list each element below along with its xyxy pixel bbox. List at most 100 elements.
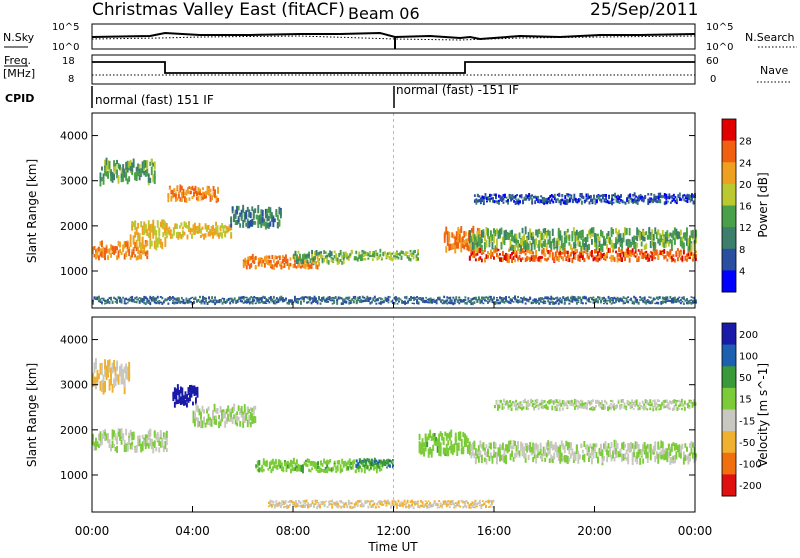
velocity-cell <box>327 506 329 508</box>
velocity-cell <box>304 502 306 504</box>
velocity-cell <box>359 466 361 469</box>
velocity-cell <box>525 453 527 458</box>
power-cell <box>519 256 521 258</box>
power-band <box>100 158 156 187</box>
cpid-segment-1: normal (fast) 151 IF <box>95 93 214 107</box>
power-cell <box>487 255 489 258</box>
velocity-cell <box>566 404 568 408</box>
power-cell <box>501 243 503 249</box>
power-cell <box>553 258 555 263</box>
velocity-cell <box>292 464 294 467</box>
power-cell <box>645 243 647 249</box>
power-cell <box>417 249 419 253</box>
power-cell <box>496 239 498 247</box>
velocity-cell <box>376 470 378 473</box>
power-cell <box>173 188 175 192</box>
power-cell <box>151 241 153 247</box>
power-cell <box>369 298 371 299</box>
velocity-cell <box>127 445 129 452</box>
velocity-cell <box>131 445 133 450</box>
velocity-cell <box>627 457 629 464</box>
velocity-cell <box>580 444 582 449</box>
power-cell <box>202 227 204 230</box>
power-cell <box>250 263 252 268</box>
power-cell <box>182 227 184 230</box>
power-cell <box>252 302 254 304</box>
power-cell <box>262 210 264 216</box>
power-cell <box>671 240 673 246</box>
velocity-cell <box>166 438 168 445</box>
power-cell <box>241 214 243 220</box>
velocity-cell <box>367 506 369 509</box>
velocity-cell <box>375 507 377 509</box>
power-cell <box>682 196 684 198</box>
velocity-cell <box>681 408 683 410</box>
power-cell <box>369 252 371 254</box>
power-cell <box>146 160 148 169</box>
power-cell <box>390 255 392 258</box>
power-cell <box>232 301 234 303</box>
velocity-cell <box>642 401 644 404</box>
power-cell <box>422 297 424 299</box>
power-cell <box>692 234 694 238</box>
velocity-cell <box>681 444 683 450</box>
power-cell <box>452 297 454 299</box>
power-cell <box>454 303 456 305</box>
velocity-cell <box>282 466 284 471</box>
power-cell <box>544 303 546 305</box>
power-cell <box>367 258 369 260</box>
power-cell <box>507 202 509 205</box>
velocity-cell <box>551 406 553 408</box>
power-cell <box>522 228 524 234</box>
power-band <box>92 295 697 305</box>
power-cell <box>139 233 141 238</box>
velocity-cell <box>158 448 160 453</box>
power-cell <box>654 257 656 259</box>
power-cell <box>155 299 157 302</box>
power-cell <box>490 296 492 298</box>
power-colorbar-tick: 28 <box>739 137 752 148</box>
velocity-cell <box>586 407 588 410</box>
velocity-cell <box>116 364 118 371</box>
power-cell <box>532 251 534 254</box>
power-cell <box>158 228 160 233</box>
velocity-cell <box>604 406 606 410</box>
power-cell <box>672 254 674 257</box>
velocity-cell <box>495 442 497 447</box>
velocity-cell <box>473 441 475 448</box>
power-cell <box>495 194 497 197</box>
velocity-cell <box>582 450 584 454</box>
velocity-cell <box>95 358 97 369</box>
power-cell <box>345 301 347 304</box>
power-cell <box>680 299 682 301</box>
velocity-cell <box>360 500 362 503</box>
power-cell <box>161 298 163 300</box>
power-cell <box>637 201 639 205</box>
power-cell <box>629 258 631 263</box>
power-cell <box>585 297 587 299</box>
velocity-cell <box>563 400 565 402</box>
power-band <box>92 240 148 261</box>
velocity-cell <box>458 447 460 451</box>
power-cell <box>170 229 172 232</box>
power-cell <box>514 295 516 298</box>
velocity-cell <box>353 459 355 462</box>
velocity-cell <box>544 458 546 462</box>
power-cell <box>535 238 537 245</box>
power-cell <box>273 296 275 299</box>
velocity-cell <box>372 500 374 502</box>
power-cell <box>629 193 631 197</box>
power-cell <box>205 298 207 300</box>
power-cell <box>446 299 448 301</box>
freq-left-tick-bottom: 8 <box>68 74 74 85</box>
power-cell <box>464 299 466 301</box>
velocity-cell <box>113 444 115 448</box>
power-cell <box>458 297 460 298</box>
power-cell <box>550 243 552 248</box>
power-cell <box>613 202 615 204</box>
power-cell <box>298 261 300 264</box>
velocity-cell <box>461 439 463 447</box>
velocity-cell <box>166 431 168 438</box>
velocity-cell <box>310 504 312 507</box>
velocity-cell <box>680 455 682 459</box>
